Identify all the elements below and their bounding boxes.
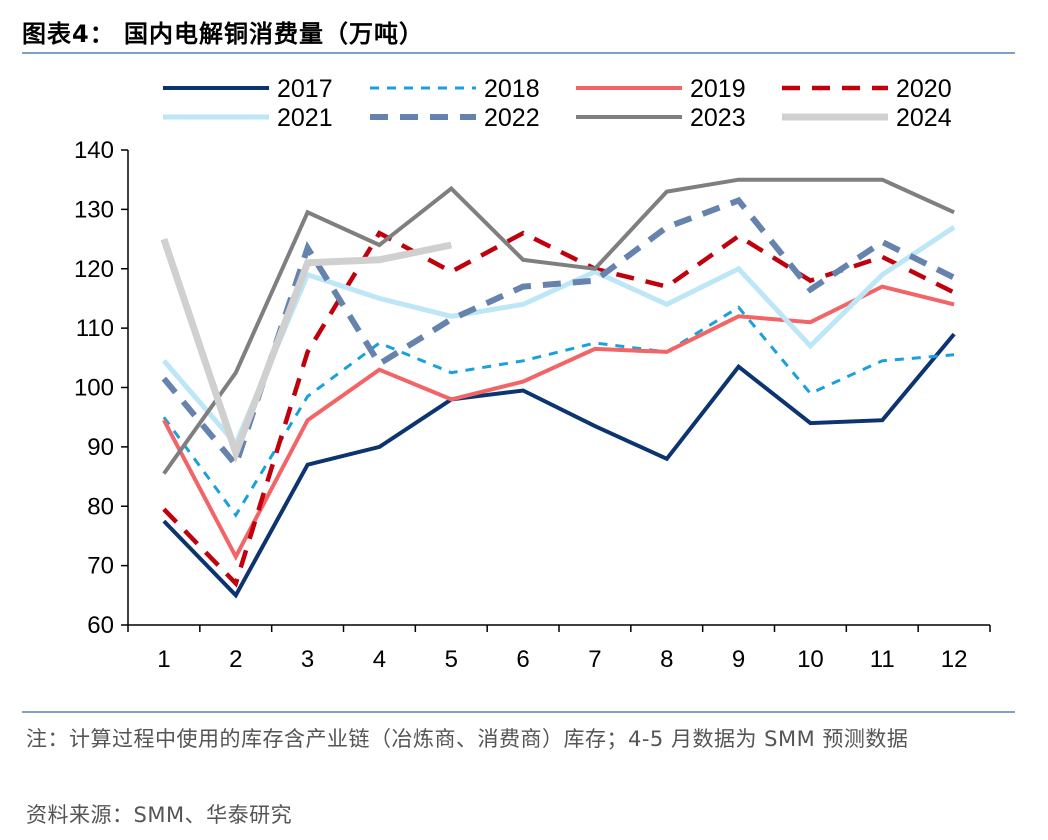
x-tick-label: 5 — [445, 646, 458, 673]
x-tick-label: 10 — [797, 646, 824, 673]
series-line-2017 — [162, 332, 956, 599]
x-tick-label: 1 — [157, 646, 170, 673]
line-chart: 2017 2018 2019 2020 2021 2022 2023 2024 60 70 80 9… — [74, 75, 991, 673]
legend-label-2024: 2024 — [896, 104, 952, 132]
legend-label-2019: 2019 — [690, 75, 746, 103]
chart-title: 图表4： 国内电解铜消费量（万吨） — [22, 20, 425, 48]
footer-divider — [22, 711, 1015, 713]
chart-source: 资料来源：SMM、华泰研究 — [26, 803, 293, 827]
legend-label-2018: 2018 — [484, 75, 540, 103]
title-divider — [22, 52, 1015, 54]
y-tick-label: 60 — [87, 612, 114, 639]
legend-label-2017: 2017 — [277, 75, 333, 103]
chart-note: 注：计算过程中使用的库存含产业链（冶炼商、消费商）库存；4-5 月数据为 SMM… — [26, 727, 909, 751]
y-tick-label: 100 — [74, 375, 114, 402]
x-tick-label: 3 — [301, 646, 314, 673]
x-tick-label: 4 — [373, 646, 386, 673]
legend-label-2023: 2023 — [690, 104, 746, 132]
y-tick-label: 80 — [87, 493, 114, 520]
series-line-2018 — [162, 305, 955, 518]
y-tick-label: 140 — [74, 137, 114, 164]
chart-legend: 2017 2018 2019 2020 2021 2022 2023 2024 — [163, 75, 952, 132]
x-tick-label: 9 — [732, 646, 745, 673]
y-tick-label: 120 — [74, 256, 114, 283]
series-line-2022 — [161, 196, 956, 471]
x-tick-label: 7 — [588, 646, 601, 673]
y-tick-label: 70 — [87, 553, 114, 580]
y-tick-label: 90 — [87, 434, 114, 461]
y-tick-label: 110 — [76, 315, 114, 342]
series-line-2023 — [162, 177, 955, 475]
x-tick-label: 8 — [660, 646, 673, 673]
x-tick-label: 11 — [870, 646, 895, 673]
chart-series — [160, 177, 956, 599]
x-tick-label: 12 — [941, 646, 968, 673]
legend-label-2022: 2022 — [484, 104, 540, 132]
x-tick-label: 6 — [516, 646, 529, 673]
legend-label-2021: 2021 — [277, 104, 333, 132]
x-tick-label: 2 — [229, 646, 242, 673]
y-tick-label: 130 — [74, 196, 114, 223]
legend-label-2020: 2020 — [896, 75, 952, 103]
series-line-2024 — [160, 237, 453, 464]
series-line-2020 — [162, 230, 956, 588]
series-line-2019 — [162, 284, 955, 561]
